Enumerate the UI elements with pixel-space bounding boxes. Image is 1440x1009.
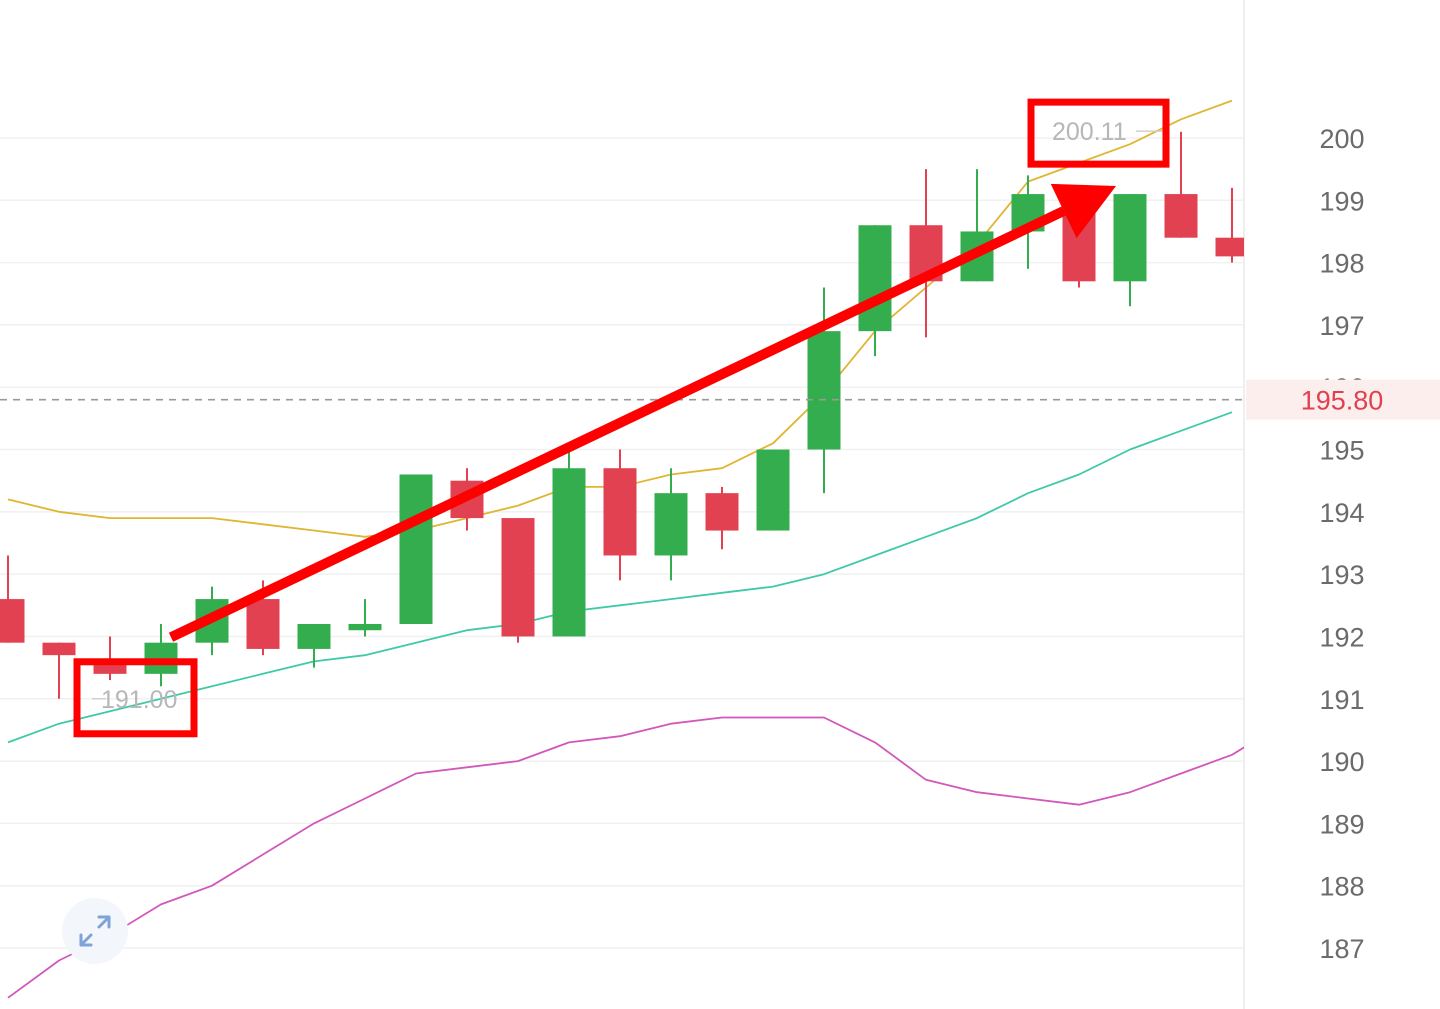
annotation-low-label: 191.00 bbox=[101, 686, 177, 714]
candle-body bbox=[0, 599, 25, 643]
last-price-marker: 195.80 bbox=[0, 379, 1440, 420]
candle bbox=[1164, 131, 1198, 238]
candle-body bbox=[654, 493, 688, 556]
candle bbox=[756, 449, 790, 531]
ma-line-3 bbox=[7, 716, 1244, 999]
candle bbox=[246, 580, 280, 656]
y-tick-label: 188 bbox=[1319, 872, 1364, 902]
candle-body bbox=[1215, 237, 1244, 257]
y-tick-label: 199 bbox=[1319, 186, 1364, 216]
ma-line-2 bbox=[7, 411, 1233, 744]
candle-body bbox=[348, 624, 382, 631]
candle bbox=[297, 624, 331, 668]
candle bbox=[858, 225, 892, 357]
candle bbox=[348, 599, 382, 637]
annotation-high-label: 200.11 bbox=[1052, 118, 1127, 146]
candle-body bbox=[297, 624, 331, 649]
y-tick-label: 194 bbox=[1319, 498, 1364, 528]
expand-diagonal-icon bbox=[79, 915, 111, 947]
candle-body bbox=[1113, 194, 1147, 282]
expand-button[interactable] bbox=[62, 898, 128, 964]
trend-arrow bbox=[168, 183, 1116, 642]
candle-body bbox=[603, 468, 637, 556]
y-tick-label: 189 bbox=[1319, 809, 1364, 839]
y-tick-label: 200 bbox=[1319, 124, 1364, 154]
candle bbox=[552, 449, 586, 637]
y-tick-label: 192 bbox=[1319, 622, 1364, 652]
candle-body bbox=[1164, 194, 1198, 238]
candle-body bbox=[807, 331, 841, 450]
y-tick-label: 187 bbox=[1319, 934, 1364, 964]
candle bbox=[603, 449, 637, 581]
annotation-low-box bbox=[73, 658, 198, 738]
trend-arrow-shaft bbox=[168, 206, 1066, 642]
y-tick-label: 193 bbox=[1319, 560, 1364, 590]
y-tick-label: 190 bbox=[1319, 747, 1364, 777]
candle-body bbox=[756, 449, 790, 531]
candle-body bbox=[246, 599, 280, 649]
candle bbox=[399, 474, 433, 624]
price-annotations: 191.00 200.11 bbox=[73, 98, 1170, 738]
trend-arrow-head bbox=[1050, 183, 1116, 239]
candle bbox=[501, 518, 535, 643]
last-price-tag bbox=[1246, 379, 1440, 420]
candle-body bbox=[399, 474, 433, 624]
candle bbox=[807, 287, 841, 494]
price-axis: 1871881891901911921931941951961971981992… bbox=[1319, 124, 1364, 964]
y-tick-label: 197 bbox=[1319, 311, 1364, 341]
candle bbox=[1113, 194, 1147, 307]
candle bbox=[654, 468, 688, 581]
y-tick-label: 191 bbox=[1319, 685, 1364, 715]
candle-body bbox=[42, 642, 76, 656]
candles bbox=[0, 131, 1244, 699]
candle bbox=[42, 642, 76, 699]
y-tick-label: 198 bbox=[1319, 249, 1364, 279]
candle bbox=[909, 169, 943, 338]
last-price-label: 195.80 bbox=[1301, 386, 1384, 416]
candle bbox=[705, 486, 739, 550]
y-tick-label: 195 bbox=[1319, 436, 1364, 466]
candle-body bbox=[552, 468, 586, 637]
gridlines bbox=[0, 137, 1440, 949]
candle-body bbox=[705, 493, 739, 531]
candle-body bbox=[858, 225, 892, 332]
candle bbox=[0, 555, 25, 643]
candle bbox=[1215, 187, 1244, 263]
candle bbox=[960, 169, 994, 282]
annotation-high-box bbox=[1027, 98, 1170, 168]
candle-body bbox=[501, 518, 535, 637]
price-axis-background bbox=[1244, 0, 1440, 1009]
